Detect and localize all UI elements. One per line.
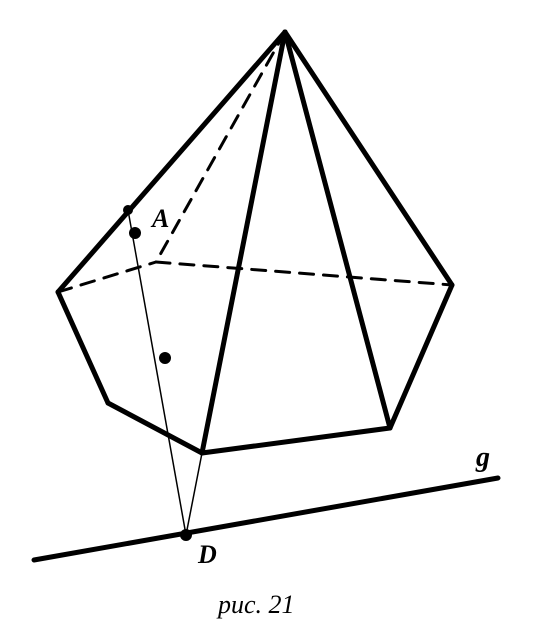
figure-caption: рис. 21 xyxy=(218,590,295,620)
diagram-svg xyxy=(0,0,536,638)
geometry-diagram: A D g рис. 21 xyxy=(0,0,536,638)
label-d: D xyxy=(198,540,217,570)
label-g: g xyxy=(476,442,490,474)
label-a: A xyxy=(152,204,169,234)
